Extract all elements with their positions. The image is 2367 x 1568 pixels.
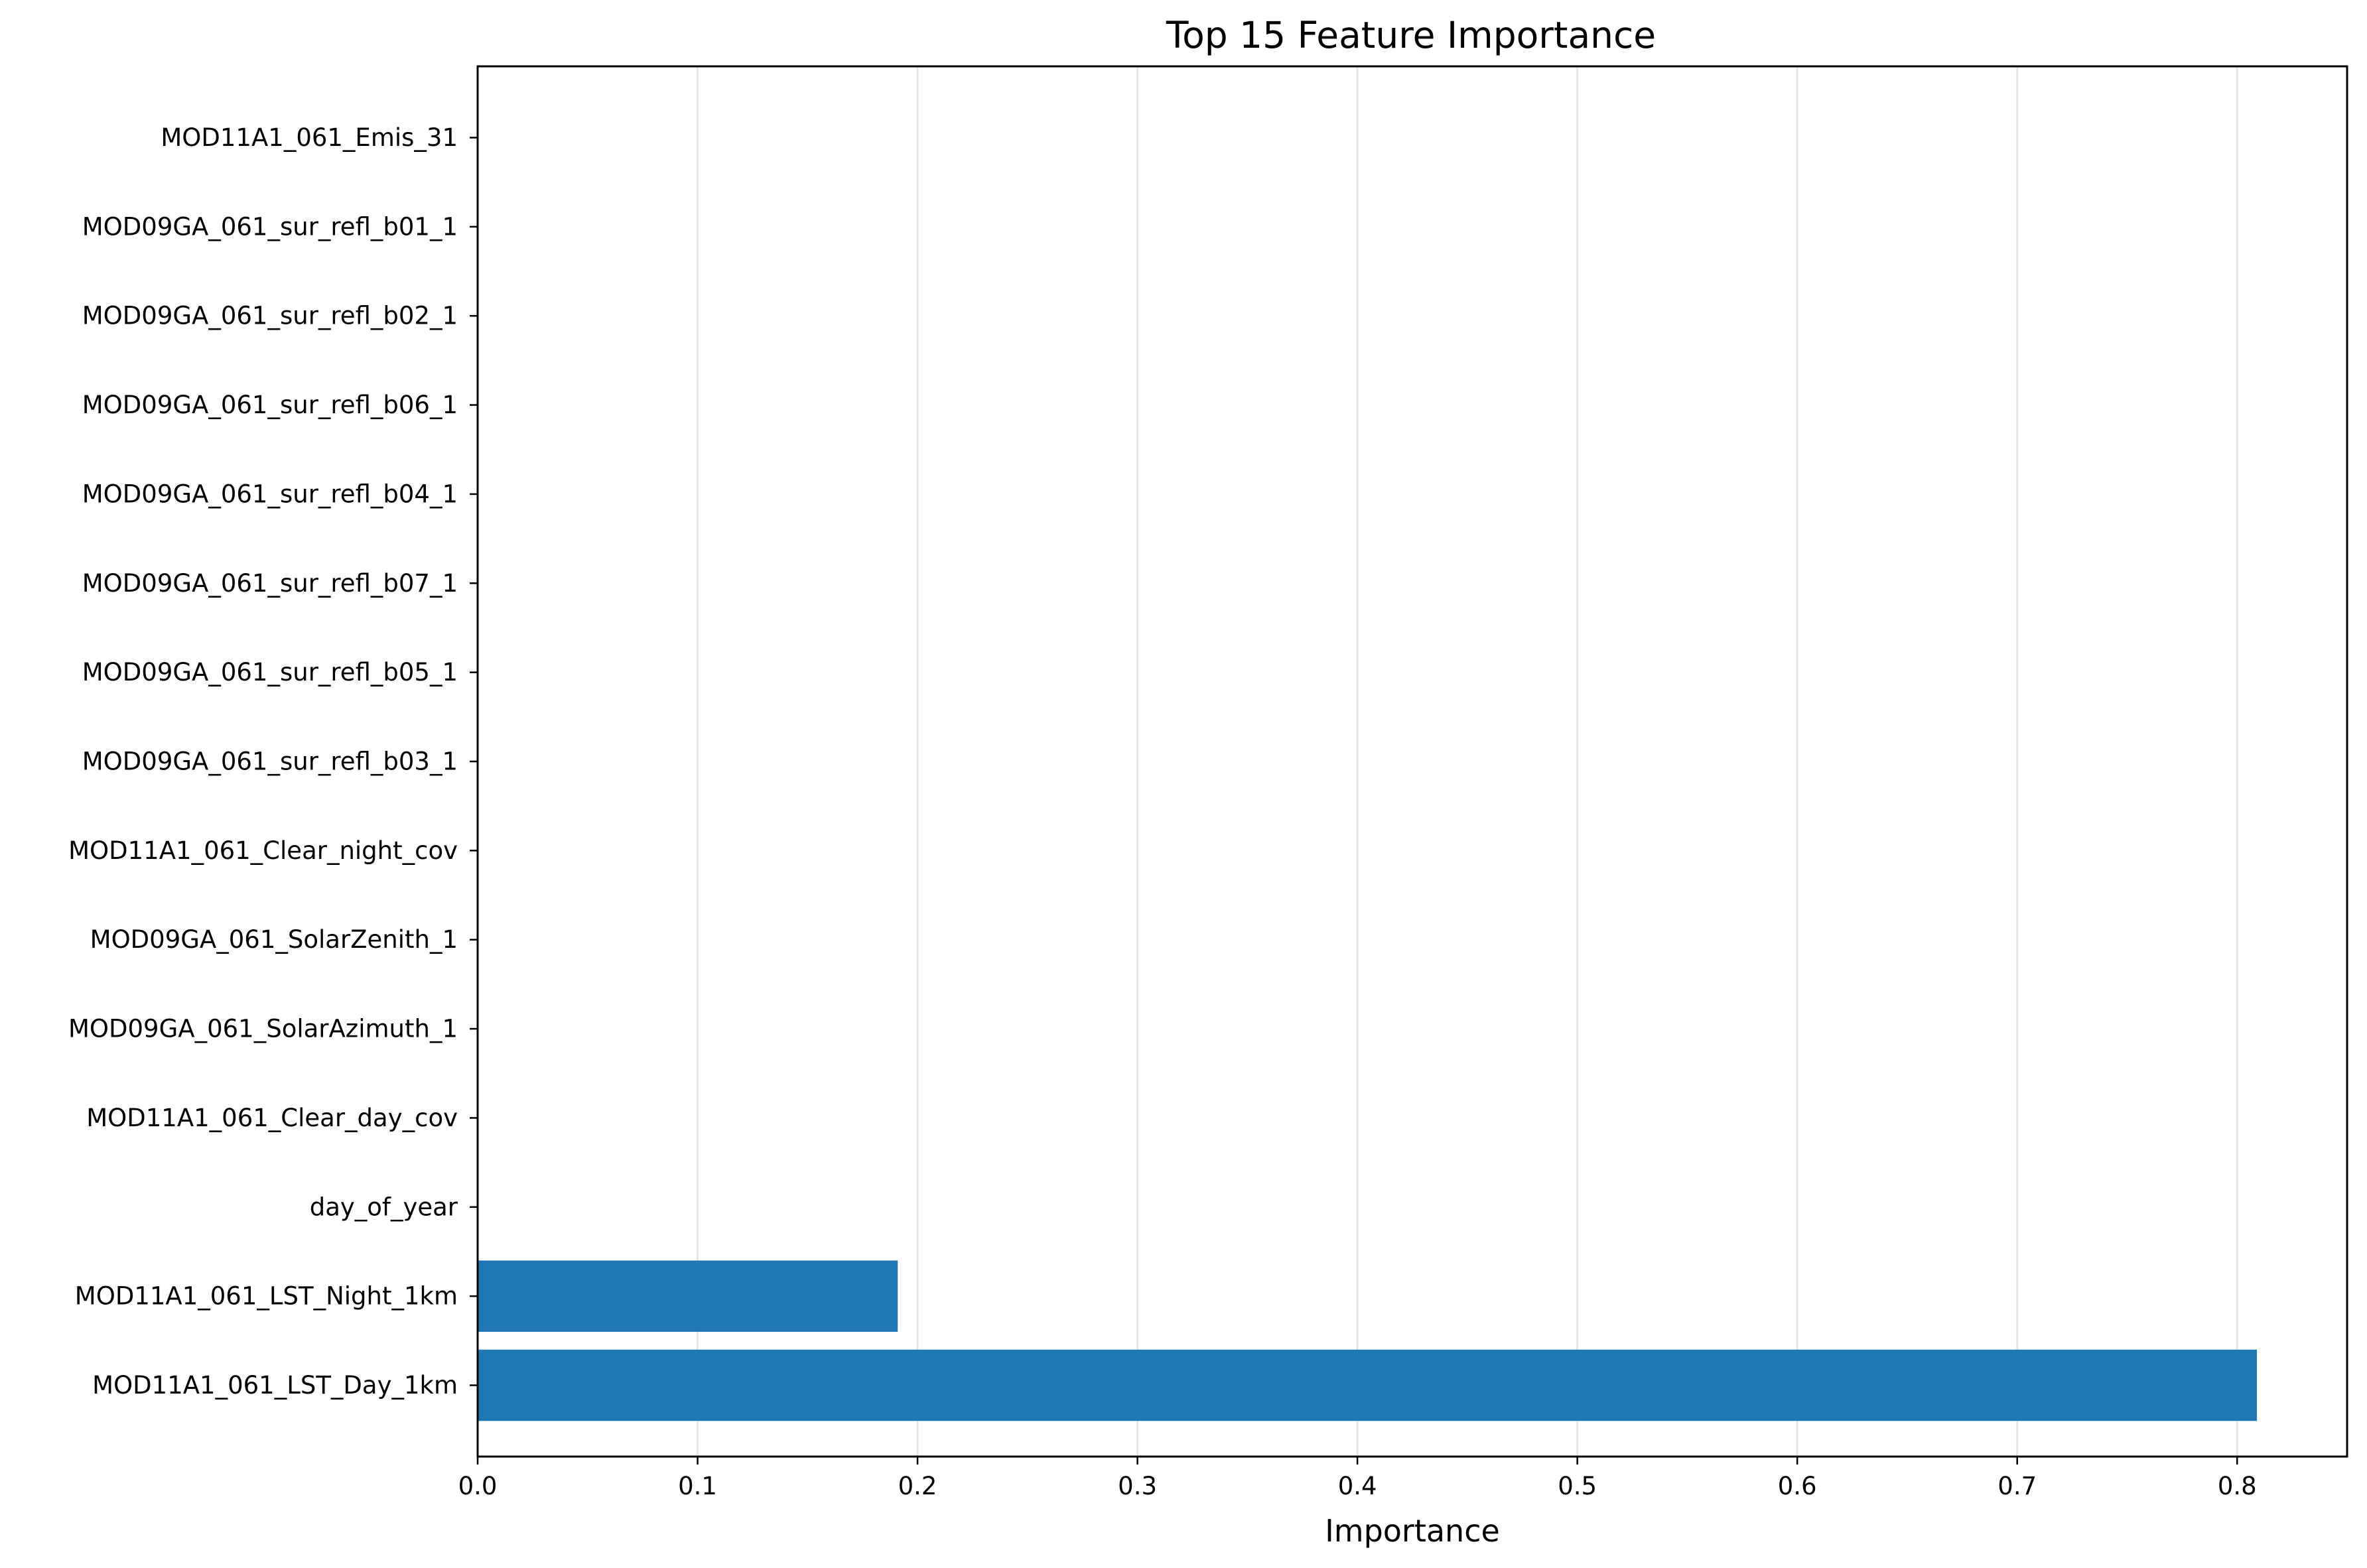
x-tick-label: 0.0 [458,1472,498,1500]
bar [478,1260,898,1332]
y-tick-label: MOD09GA_061_sur_refl_b03_1 [82,748,458,776]
y-tick-label: MOD09GA_061_sur_refl_b01_1 [82,212,458,241]
x-tick-label: 0.3 [1118,1472,1157,1500]
x-tick-label: 0.1 [678,1472,717,1500]
y-axis-ticks: MOD11A1_061_LST_Day_1km MOD11A1_061_LST_N… [68,123,478,1400]
x-axis-ticks: 0.0 0.1 0.2 0.3 0.4 0.5 0.6 0.7 0.8 [458,1457,2257,1500]
y-tick-label: MOD11A1_061_Clear_night_cov [68,836,458,865]
x-tick-label: 0.4 [1338,1472,1377,1500]
y-tick-label: MOD09GA_061_sur_refl_b05_1 [82,658,458,686]
y-tick-label: MOD11A1_061_Clear_day_cov [86,1104,458,1132]
y-tick-label: MOD11A1_061_LST_Night_1km [75,1282,458,1311]
x-tick-label: 0.2 [898,1472,937,1500]
x-tick-label: 0.6 [1778,1472,1817,1500]
y-tick-label: MOD09GA_061_sur_refl_b04_1 [82,480,458,508]
y-tick-label: MOD09GA_061_SolarAzimuth_1 [68,1015,458,1043]
y-tick-label: MOD09GA_061_sur_refl_b07_1 [82,569,458,598]
y-tick-label: MOD09GA_061_sur_refl_b06_1 [82,391,458,419]
y-tick-label: MOD11A1_061_LST_Day_1km [92,1371,458,1400]
x-axis-label: Importance [1325,1513,1500,1549]
x-tick-label: 0.7 [1997,1472,2037,1500]
x-tick-label: 0.8 [2218,1472,2257,1500]
plot-frame [476,65,2348,1458]
bar [478,1349,2258,1421]
y-tick-label: MOD09GA_061_sur_refl_b02_1 [82,302,458,330]
x-tick-label: 0.5 [1558,1472,1597,1500]
y-tick-label: day_of_year [310,1193,458,1221]
chart-title: Top 15 Feature Importance [1166,14,1656,56]
y-tick-label: MOD09GA_061_SolarZenith_1 [90,925,458,954]
y-tick-label: MOD11A1_061_Emis_31 [161,123,458,152]
bars [478,1260,2258,1421]
